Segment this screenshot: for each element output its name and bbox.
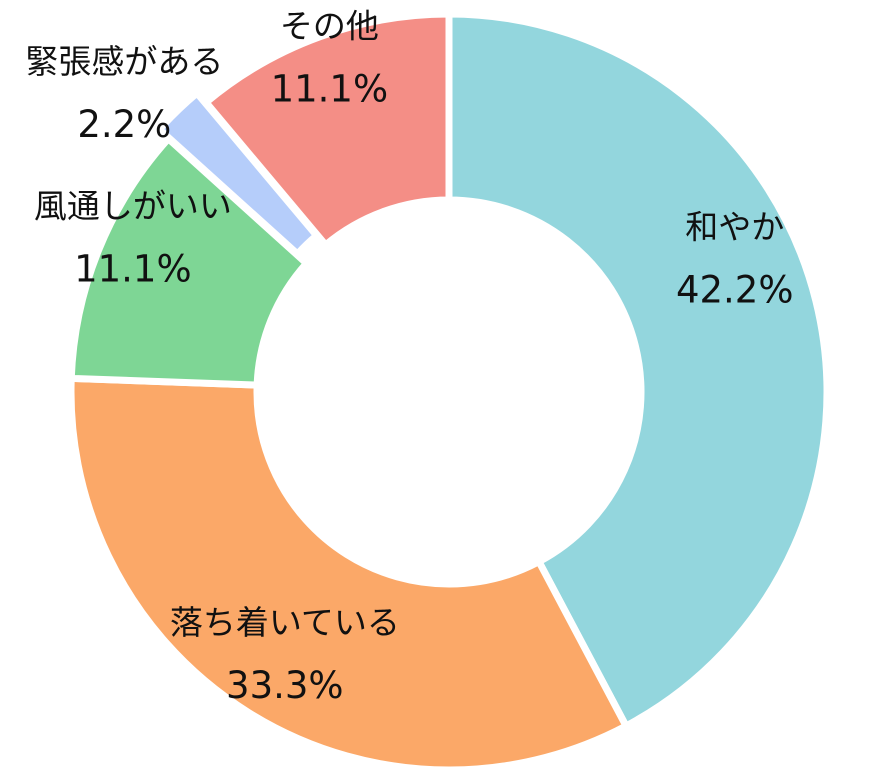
slice-2 [67, 133, 312, 389]
slice-4 [201, 10, 453, 250]
slice-0 [445, 10, 831, 731]
slice-label-4: その他 [280, 6, 379, 45]
slice-1 [67, 374, 631, 774]
slice-value-label-4: 11.1% [271, 67, 389, 110]
labels-layer: 和やか 42.2% 落ち着いている 33.3% 風通しがいい 11.1% 緊張感がある 2.2… [25, 6, 793, 707]
slices-layer [67, 10, 831, 774]
slice-label-0: 和やか [685, 208, 784, 247]
slice-label-1: 落ち着いている [170, 603, 400, 642]
slice-value-label-3: 2.2% [77, 103, 171, 146]
slice-value-label-1: 33.3% [226, 664, 344, 707]
slice-label-3: 緊張感がある [25, 42, 223, 81]
slice-value-label-2: 11.1% [74, 247, 192, 290]
slice-value-label-0: 42.2% [676, 269, 794, 312]
slice-label-2: 風通しがいい [34, 186, 232, 225]
